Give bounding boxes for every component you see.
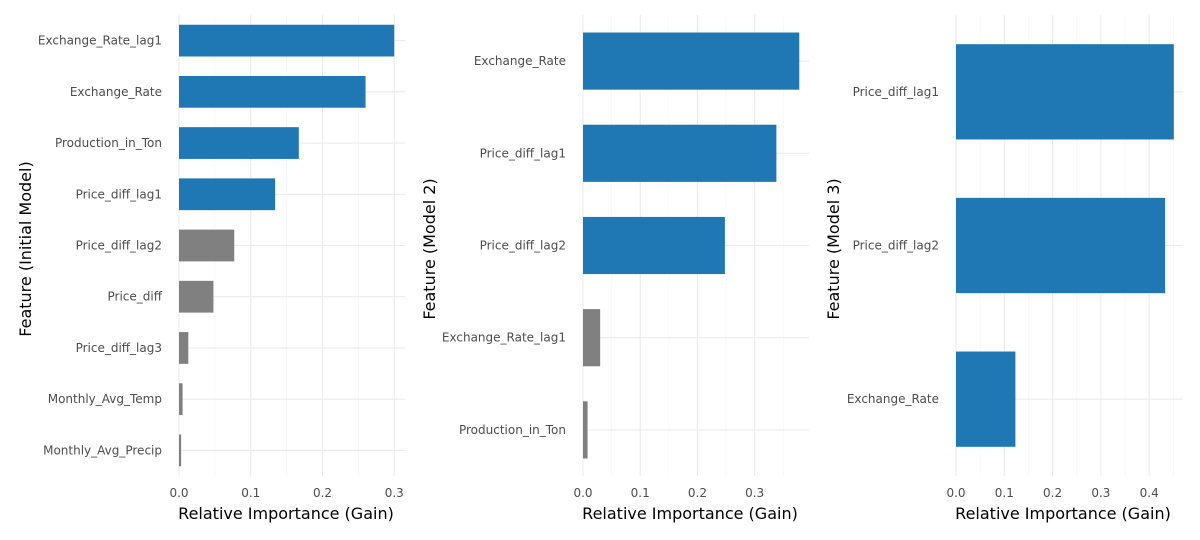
x-tick-label: 0.1 (241, 486, 260, 500)
x-axis-title: Relative Importance (Gain) (955, 504, 1171, 523)
bars (179, 24, 395, 467)
x-tick-labels: 0.0 0.1 0.2 0.3 (573, 486, 764, 500)
y-tick-label: Exchange_Rate_lag1 (442, 331, 566, 345)
x-axis-title: Relative Importance (Gain) (178, 504, 394, 523)
x-tick-label: 0.2 (313, 486, 332, 500)
y-tick-label: Price_diff (108, 290, 163, 304)
y-tick-label: Price_diff_lag1 (853, 85, 939, 99)
x-tick-label: 0.3 (745, 486, 764, 500)
y-tick-label: Exchange_Rate (70, 85, 162, 99)
panel-model-3: Price_diff_lag1 Price_diff_lag2 Exchange_R… (824, 15, 1183, 523)
x-tick-label: 0.3 (1091, 486, 1110, 500)
y-tick-label: Production_in_Ton (459, 423, 566, 437)
bar-price-diff-lag3 (179, 332, 189, 364)
x-tick-label: 0.2 (688, 486, 707, 500)
y-tick-label: Monthly_Avg_Precip (43, 443, 162, 457)
bar-price-diff-lag2 (956, 197, 1166, 294)
y-axis-title: Feature (Model 3) (824, 178, 843, 319)
x-axis-title: Relative Importance (Gain) (582, 504, 798, 523)
x-tick-label: 0.2 (1043, 486, 1062, 500)
bar-price-diff-lag1 (956, 44, 1174, 140)
bar-monthly-avg-precip (179, 434, 182, 467)
y-tick-label: Monthly_Avg_Temp (48, 392, 162, 406)
x-tick-label: 0.3 (385, 486, 404, 500)
bar-exchange-rate (179, 75, 366, 108)
y-tick-label: Exchange_Rate_lag1 (38, 34, 162, 48)
bar-price-diff-lag2 (179, 229, 235, 262)
x-tick-label: 0.1 (631, 486, 650, 500)
y-axis-title: Feature (Initial Model) (16, 161, 35, 336)
x-tick-label: 0.0 (573, 486, 592, 500)
bars (583, 32, 800, 459)
x-tick-labels: 0.0 0.1 0.2 0.3 (169, 486, 403, 500)
y-tick-labels: Exchange_Rate_lag1 Exchange_Rate Productio… (38, 34, 163, 458)
y-tick-label: Price_diff_lag2 (76, 239, 162, 253)
x-tick-label: 0.4 (1140, 486, 1159, 500)
y-tick-label: Price_diff_lag1 (76, 187, 162, 201)
bar-price-diff (179, 280, 214, 313)
bar-exchange-rate (956, 351, 1016, 447)
bar-monthly-avg-temp (179, 383, 183, 416)
y-tick-labels: Price_diff_lag1 Price_diff_lag2 Exchange_R… (847, 85, 939, 406)
y-axis-title: Feature (Model 2) (420, 178, 439, 319)
y-tick-label: Price_diff_lag1 (480, 146, 566, 160)
bar-production-in-ton (179, 127, 299, 159)
panel-model-2: Exchange_Rate Price_diff_lag1 Price_diff_l… (420, 15, 809, 523)
bar-exchange-rate (583, 32, 800, 90)
bar-production-in-ton (583, 401, 588, 459)
y-tick-label: Exchange_Rate (847, 392, 939, 406)
x-tick-label: 0.0 (946, 486, 965, 500)
bar-exchange-rate-lag1 (583, 309, 601, 367)
y-tick-label: Exchange_Rate (474, 54, 566, 68)
x-tick-label: 0.1 (995, 486, 1014, 500)
bar-price-diff-lag2 (583, 216, 725, 275)
y-tick-label: Price_diff_lag2 (480, 239, 566, 253)
y-tick-label: Production_in_Ton (55, 136, 162, 150)
y-tick-label: Price_diff_lag2 (853, 239, 939, 253)
bar-price-diff-lag1 (583, 124, 777, 182)
bar-price-diff-lag1 (179, 178, 276, 211)
x-tick-label: 0.0 (169, 486, 188, 500)
bar-exchange-rate-lag1 (179, 24, 395, 57)
y-tick-labels: Exchange_Rate Price_diff_lag1 Price_diff_l… (442, 54, 566, 437)
panel-initial-model: Exchange_Rate_lag1 Exchange_Rate Productio… (16, 15, 405, 523)
x-tick-labels: 0.0 0.1 0.2 0.3 0.4 (946, 486, 1158, 500)
y-tick-label: Price_diff_lag3 (76, 341, 162, 355)
bars (956, 44, 1174, 447)
